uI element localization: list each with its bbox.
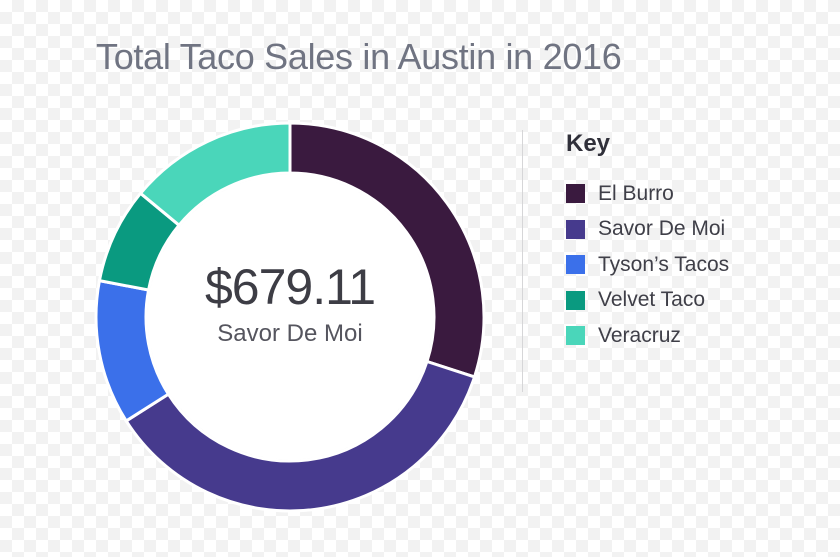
- legend-swatch: [566, 326, 585, 346]
- legend-title: Key: [566, 130, 611, 157]
- legend-swatch: [566, 219, 585, 239]
- chart-title: Total Taco Sales in Austin in 2016: [96, 36, 622, 77]
- legend-item-veracruz: Veracruz: [566, 318, 729, 354]
- center-label: Savor De Moi: [217, 320, 363, 347]
- legend-label: Veracruz: [598, 323, 681, 347]
- legend-swatch: [566, 184, 585, 204]
- legend-swatch: [566, 290, 585, 310]
- donut-slice-savor-de-moi: [124, 359, 477, 513]
- donut-hole: [147, 174, 433, 460]
- donut-slice-veracruz: [138, 121, 292, 228]
- legend: Key El Burro Savor De Moi Tyson’s Tacos …: [566, 130, 729, 354]
- legend-label: El Burro: [598, 181, 674, 205]
- donut-chart: [94, 121, 486, 513]
- legend-item-velvet-taco: Velvet Taco: [566, 283, 729, 319]
- legend-item-el-burro: El Burro: [566, 176, 729, 212]
- legend-label: Velvet Taco: [598, 288, 706, 312]
- legend-swatch: [566, 255, 585, 275]
- legend-label: Tyson’s Tacos: [598, 252, 730, 276]
- divider: [522, 130, 523, 392]
- center-amount: $679.11: [204, 259, 376, 315]
- legend-label: Savor De Moi: [598, 217, 726, 241]
- legend-item-savor-de-moi: Savor De Moi: [566, 212, 729, 248]
- legend-item-tysons-tacos: Tyson’s Tacos: [566, 247, 729, 283]
